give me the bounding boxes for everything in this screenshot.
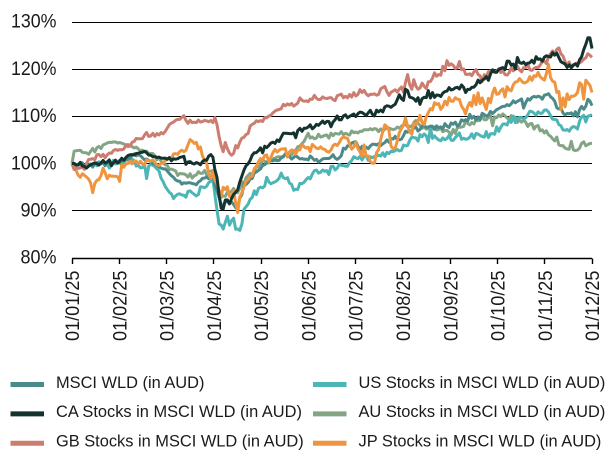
svg-text:01/03/25: 01/03/25 bbox=[158, 271, 179, 342]
svg-text:100%: 100% bbox=[11, 153, 57, 174]
svg-text:01/02/25: 01/02/25 bbox=[110, 271, 131, 342]
svg-text:110%: 110% bbox=[11, 106, 57, 127]
svg-text:01/10/25: 01/10/25 bbox=[489, 271, 510, 342]
svg-text:AU Stocks in MSCI WLD (in AUD): AU Stocks in MSCI WLD (in AUD) bbox=[359, 403, 606, 421]
svg-text:01/06/25: 01/06/25 bbox=[300, 271, 321, 342]
svg-text:01/07/25: 01/07/25 bbox=[347, 271, 368, 342]
svg-text:GB Stocks in MSCI WLD (in AUD): GB Stocks in MSCI WLD (in AUD) bbox=[56, 433, 304, 451]
svg-text:01/04/25: 01/04/25 bbox=[205, 271, 226, 342]
svg-text:US Stocks in MSCI WLD (in AUD): US Stocks in MSCI WLD (in AUD) bbox=[359, 374, 606, 392]
svg-text:01/01/25: 01/01/25 bbox=[63, 271, 84, 342]
svg-text:80%: 80% bbox=[21, 248, 57, 269]
svg-text:01/12/25: 01/12/25 bbox=[583, 271, 604, 342]
svg-text:120%: 120% bbox=[11, 59, 57, 80]
svg-text:01/08/25: 01/08/25 bbox=[394, 271, 415, 342]
svg-text:01/11/25: 01/11/25 bbox=[536, 271, 557, 342]
svg-text:01/05/25: 01/05/25 bbox=[252, 271, 273, 342]
svg-text:130%: 130% bbox=[11, 12, 57, 33]
svg-text:CA Stocks in MSCI WLD (in AUD): CA Stocks in MSCI WLD (in AUD) bbox=[56, 403, 302, 421]
svg-text:01/09/25: 01/09/25 bbox=[441, 271, 462, 342]
svg-text:JP Stocks in MSCI WLD (in AUD): JP Stocks in MSCI WLD (in AUD) bbox=[359, 433, 602, 451]
svg-text:90%: 90% bbox=[21, 201, 57, 222]
svg-text:MSCI WLD (in AUD): MSCI WLD (in AUD) bbox=[56, 374, 204, 392]
